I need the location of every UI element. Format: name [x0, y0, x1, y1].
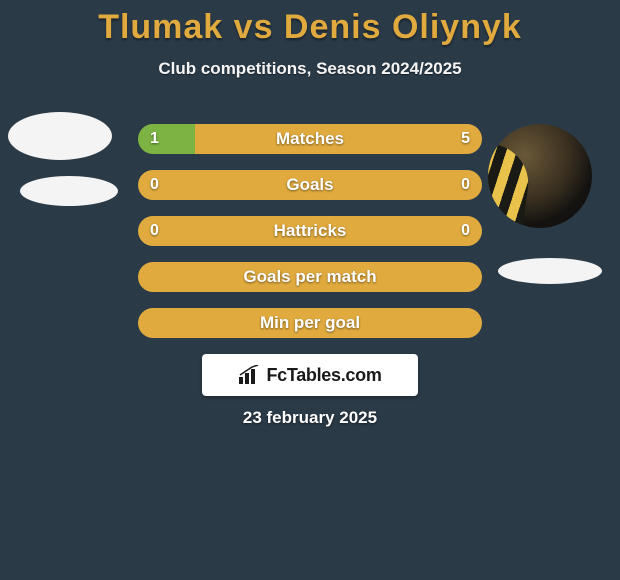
player1-avatar — [8, 112, 112, 160]
brand-chart-icon — [238, 365, 260, 385]
stat-value-right: 0 — [461, 170, 470, 200]
brand-badge: FcTables.com — [202, 354, 418, 396]
stat-row: Goals per match — [138, 262, 482, 292]
stat-label: Goals — [138, 170, 482, 200]
stat-value-left: 0 — [150, 170, 159, 200]
stat-label: Hattricks — [138, 216, 482, 246]
stat-row: Matches1 5 — [138, 124, 482, 154]
stats-container: Matches15Goals00Hattricks00Goals per mat… — [138, 124, 482, 354]
stat-value-left: 0 — [150, 216, 159, 246]
stat-value-right: 0 — [461, 216, 470, 246]
date-text: 23 february 2025 — [0, 408, 620, 428]
page-subtitle: Club competitions, Season 2024/2025 — [0, 59, 620, 79]
stat-label: Min per goal — [138, 308, 482, 338]
stat-label: Matches — [138, 124, 482, 154]
stat-label: Goals per match — [138, 262, 482, 292]
stat-row: Hattricks0 0 — [138, 216, 482, 246]
player2-shadow — [498, 258, 602, 284]
stat-value-left: 1 — [150, 124, 159, 154]
player1-shadow — [20, 176, 118, 206]
stat-value-right: 5 — [461, 124, 470, 154]
brand-text: FcTables.com — [266, 365, 381, 386]
stat-row: Goals0 0 — [138, 170, 482, 200]
page-title: Tlumak vs Denis Oliynyk — [0, 0, 620, 47]
player2-avatar — [488, 124, 592, 228]
stat-row: Min per goal — [138, 308, 482, 338]
